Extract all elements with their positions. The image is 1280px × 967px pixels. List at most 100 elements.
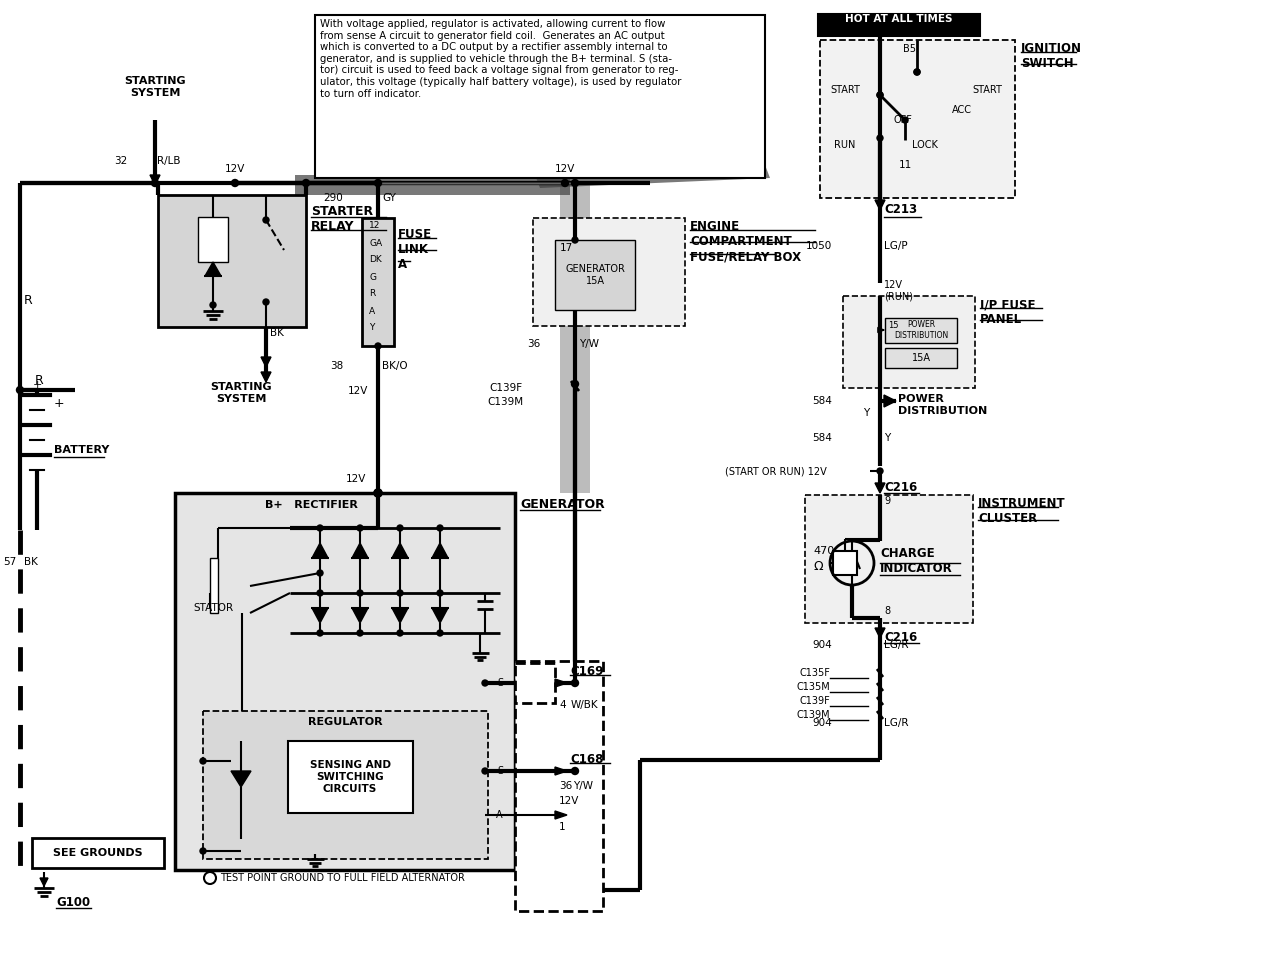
- Circle shape: [302, 180, 310, 187]
- Text: C135F: C135F: [799, 668, 829, 678]
- Text: A: A: [369, 307, 375, 315]
- Circle shape: [877, 135, 883, 141]
- Text: R: R: [35, 373, 44, 387]
- Text: OFF: OFF: [893, 115, 911, 125]
- Bar: [532, 218, 685, 326]
- Text: 36: 36: [559, 781, 572, 791]
- Text: 57: 57: [3, 557, 15, 567]
- Polygon shape: [352, 543, 369, 558]
- Circle shape: [914, 69, 920, 75]
- Circle shape: [483, 680, 488, 686]
- Text: START: START: [829, 85, 860, 95]
- Bar: [805, 495, 973, 623]
- Circle shape: [317, 525, 323, 531]
- Polygon shape: [312, 543, 328, 558]
- Text: 1050: 1050: [805, 241, 832, 251]
- Bar: [288, 741, 413, 813]
- Text: LG/P: LG/P: [884, 241, 908, 251]
- Text: LOCK: LOCK: [913, 140, 938, 150]
- Text: 17: 17: [561, 243, 573, 253]
- Bar: [204, 711, 488, 859]
- Text: Ω: Ω: [813, 561, 823, 573]
- Text: GENERATOR
15A: GENERATOR 15A: [564, 264, 625, 286]
- Circle shape: [357, 525, 364, 531]
- Text: C216: C216: [884, 631, 918, 644]
- Text: 32: 32: [114, 156, 127, 166]
- Circle shape: [317, 570, 323, 576]
- Text: LG/R: LG/R: [884, 640, 909, 650]
- Text: Y: Y: [369, 324, 374, 333]
- Circle shape: [436, 590, 443, 596]
- Text: C139M: C139M: [796, 710, 829, 720]
- Circle shape: [374, 489, 381, 497]
- Text: C139F: C139F: [799, 696, 829, 706]
- Text: 584: 584: [812, 396, 832, 406]
- Text: B+   RECTIFIER: B+ RECTIFIER: [265, 500, 358, 510]
- Text: STARTING
SYSTEM: STARTING SYSTEM: [210, 382, 271, 403]
- Text: SEE GROUNDS: SEE GROUNDS: [54, 848, 143, 858]
- Text: GENERATOR: GENERATOR: [520, 498, 604, 511]
- Text: ENGINE
COMPARTMENT
FUSE/RELAY BOX: ENGINE COMPARTMENT FUSE/RELAY BOX: [690, 220, 801, 263]
- Bar: [315, 15, 765, 178]
- Text: FUSE
LINK
A: FUSE LINK A: [398, 228, 433, 271]
- Text: RUN: RUN: [835, 140, 856, 150]
- Text: TEST POINT GROUND TO FULL FIELD ALTERNATOR: TEST POINT GROUND TO FULL FIELD ALTERNAT…: [220, 873, 465, 883]
- Text: GY: GY: [381, 193, 396, 203]
- Text: C139F: C139F: [490, 383, 524, 393]
- Circle shape: [562, 180, 568, 187]
- Text: C135M: C135M: [796, 682, 829, 692]
- Text: 12V: 12V: [225, 164, 246, 174]
- Text: IGNITION
SWITCH: IGNITION SWITCH: [1021, 42, 1082, 70]
- Text: 12: 12: [369, 221, 380, 230]
- Text: C168: C168: [570, 753, 603, 766]
- Text: HOT AT ALL TIMES: HOT AT ALL TIMES: [845, 14, 952, 24]
- Circle shape: [571, 380, 579, 388]
- Polygon shape: [40, 878, 49, 886]
- Text: +: +: [54, 397, 64, 410]
- Text: 4: 4: [559, 700, 566, 710]
- Text: R: R: [369, 289, 375, 299]
- Circle shape: [397, 590, 403, 596]
- Text: SENSING AND
SWITCHING
CIRCUITS: SENSING AND SWITCHING CIRCUITS: [310, 760, 390, 794]
- Text: S: S: [497, 766, 503, 776]
- Text: C169: C169: [570, 665, 603, 678]
- Text: STARTING
SYSTEM: STARTING SYSTEM: [124, 76, 186, 98]
- Polygon shape: [556, 679, 567, 687]
- Text: 36: 36: [527, 339, 540, 349]
- Polygon shape: [876, 628, 884, 638]
- Bar: [175, 493, 515, 870]
- Bar: [884, 318, 957, 343]
- Bar: [198, 217, 228, 262]
- Text: W/BK: W/BK: [571, 700, 599, 710]
- Text: S: S: [497, 678, 503, 688]
- Text: START: START: [972, 85, 1002, 95]
- Circle shape: [436, 525, 443, 531]
- Text: I/P FUSE
PANEL: I/P FUSE PANEL: [980, 298, 1036, 326]
- Circle shape: [17, 387, 23, 394]
- Text: 38: 38: [330, 361, 343, 371]
- Bar: [833, 551, 858, 575]
- Circle shape: [317, 590, 323, 596]
- Polygon shape: [205, 262, 221, 276]
- Polygon shape: [561, 183, 590, 493]
- Polygon shape: [352, 608, 369, 623]
- Text: Y: Y: [884, 433, 891, 443]
- Polygon shape: [876, 200, 884, 210]
- Text: (START OR RUN) 12V: (START OR RUN) 12V: [724, 466, 827, 476]
- Circle shape: [571, 768, 579, 775]
- Circle shape: [877, 92, 883, 98]
- Bar: [556, 240, 635, 310]
- Text: C216: C216: [884, 481, 918, 494]
- Circle shape: [571, 180, 579, 187]
- Text: C139M: C139M: [486, 397, 524, 407]
- Circle shape: [397, 630, 403, 636]
- Text: BK/O: BK/O: [381, 361, 407, 371]
- Polygon shape: [294, 175, 570, 195]
- Text: 904: 904: [813, 640, 832, 650]
- Text: G100: G100: [56, 896, 90, 910]
- Circle shape: [877, 468, 883, 474]
- Circle shape: [357, 590, 364, 596]
- Polygon shape: [261, 372, 271, 382]
- Polygon shape: [150, 175, 160, 185]
- Text: 12V: 12V: [554, 164, 575, 174]
